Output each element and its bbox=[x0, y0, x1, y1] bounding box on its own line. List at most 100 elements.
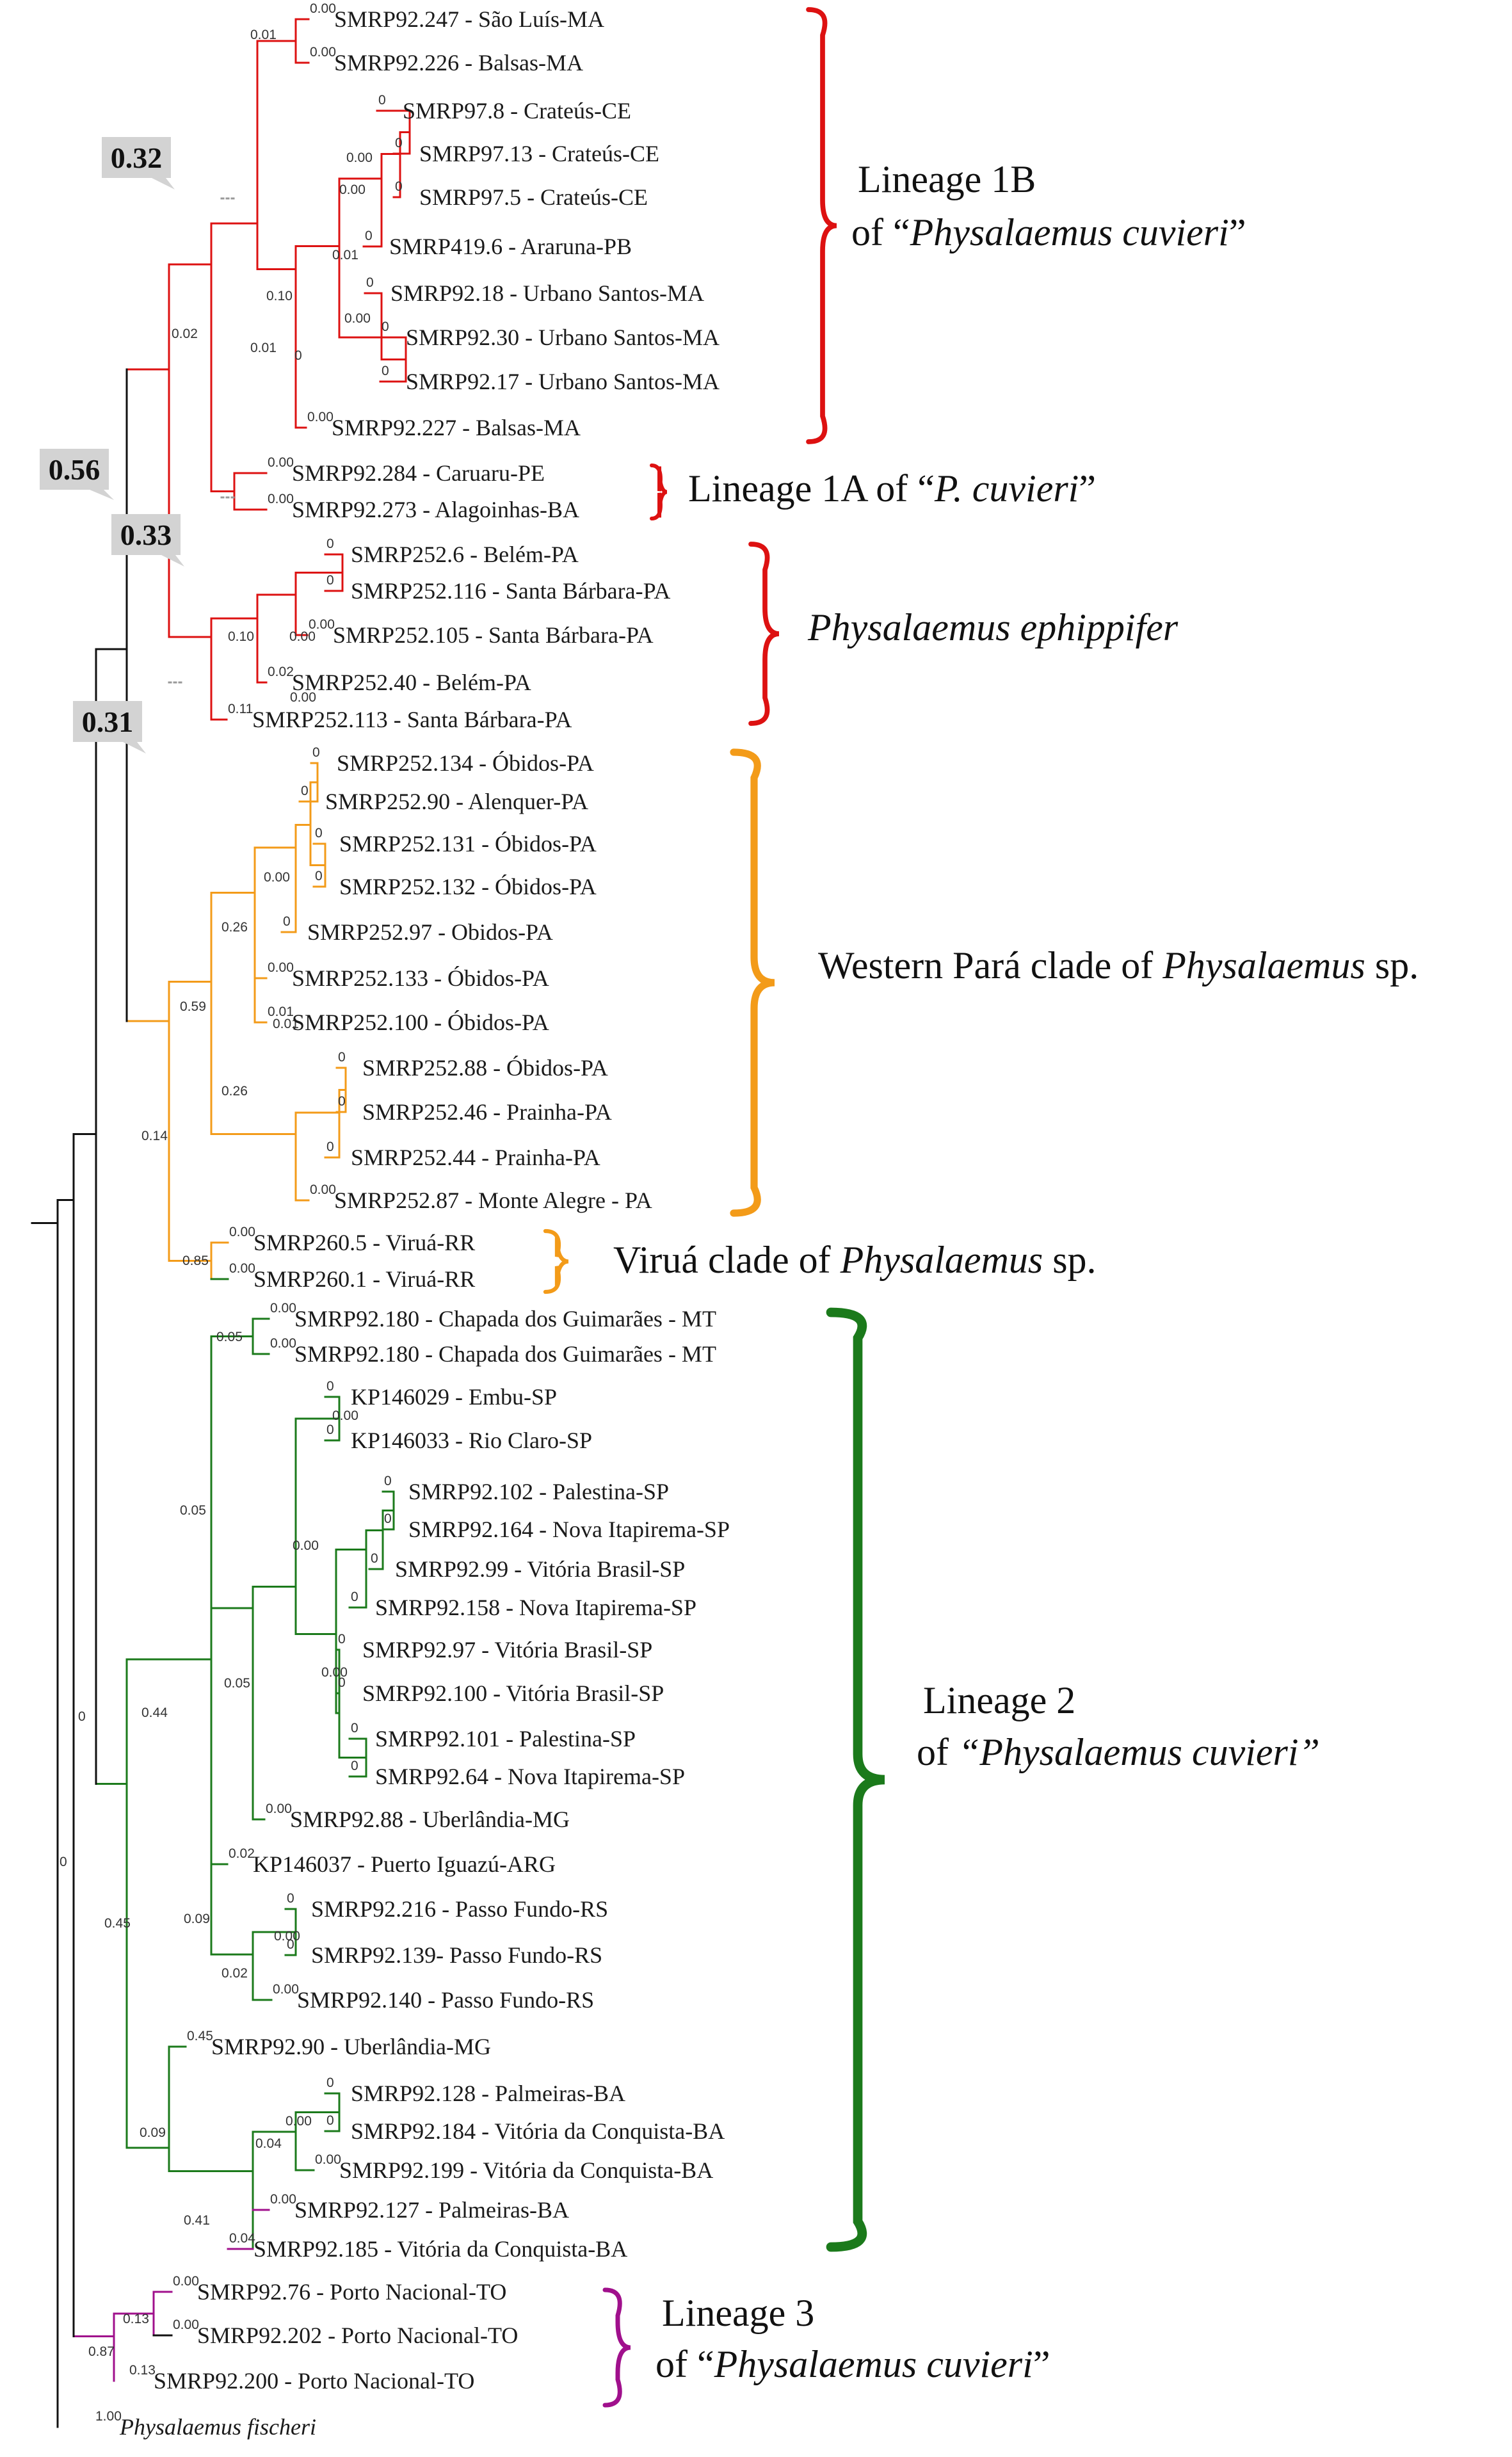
terminal-support-value: 0 bbox=[326, 2075, 334, 2090]
terminal-support-value: 0 bbox=[326, 536, 334, 551]
taxon-label: SMRP92.17 - Urbano Santos-MA bbox=[406, 369, 720, 394]
terminal-support-value: 0.00 bbox=[270, 1301, 296, 1316]
node-support-value: 0.10 bbox=[228, 629, 254, 644]
clade-title: of “Physalaemus cuvieri” bbox=[851, 211, 1246, 254]
terminal-support-value: 0 bbox=[315, 826, 323, 841]
taxon-label: SMRP252.105 - Santa Bárbara-PA bbox=[333, 622, 654, 648]
clade-title: Lineage 2 bbox=[923, 1679, 1075, 1721]
clade-brackets: Lineage 1B of “Physalaemus cuvieri” Lineag… bbox=[543, 7, 1419, 2408]
terminal-support-value: 0.00 bbox=[173, 2317, 199, 2332]
node-support-value: 0.09 bbox=[140, 2125, 166, 2140]
terminal-support-value: 0.04 bbox=[229, 2231, 255, 2246]
terminal-support-value: 0.00 bbox=[266, 1801, 292, 1816]
taxon-label: SMRP92.18 - Urbano Santos-MA bbox=[390, 280, 704, 306]
taxon-label: SMRP92.140 - Passo Fundo-RS bbox=[297, 1987, 594, 2013]
taxon-label: SMRP92.202 - Porto Nacional-TO bbox=[197, 2323, 518, 2348]
terminal-support-value: 0 bbox=[326, 1140, 334, 1154]
terminal-support-value: 0 bbox=[287, 1891, 294, 1906]
terminal-support-value: 0 bbox=[326, 1422, 334, 1437]
node-support-value: 0.01 bbox=[250, 28, 277, 42]
node-support-value: 0.10 bbox=[266, 289, 293, 303]
taxon-label: SMRP252.113 - Santa Bárbara-PA bbox=[252, 707, 572, 732]
node-support-value: 0.26 bbox=[221, 1084, 248, 1099]
terminal-support-value: 0 bbox=[365, 229, 373, 243]
terminal-support-value: 0.01 bbox=[268, 1004, 294, 1019]
taxon-label: SMRP419.6 - Araruna-PB bbox=[389, 234, 632, 259]
node-support-value: 0.00 bbox=[321, 1665, 348, 1680]
taxon-label: SMRP92.200 - Porto Nacional-TO bbox=[154, 2368, 474, 2394]
clade-title: Lineage 1A of “P. cuvieri” bbox=[688, 467, 1096, 510]
taxon-label: SMRP252.44 - Prainha-PA bbox=[351, 1145, 600, 1170]
callout-box bbox=[102, 137, 171, 178]
terminal-support-value: 0.00 bbox=[310, 1182, 336, 1197]
terminal-support-value: 0.00 bbox=[270, 2192, 296, 2207]
taxon-label: SMRP92.185 - Vitória da Conquista-BA bbox=[253, 2236, 627, 2262]
node-support-value: 0.00 bbox=[264, 870, 290, 885]
node-support-value: 0 bbox=[294, 348, 302, 363]
taxon-label: SMRP92.216 - Passo Fundo-RS bbox=[311, 1896, 608, 1922]
node-support-value: 0.00 bbox=[274, 1929, 300, 1944]
terminal-support-value: 0.00 bbox=[229, 1225, 255, 1239]
callout-value: 0.33 bbox=[120, 519, 172, 551]
support-values: 0.000.0000000000.000.000.00000.000.020.1… bbox=[60, 1, 403, 2424]
taxon-label: SMRP92.199 - Vitória da Conquista-BA bbox=[339, 2157, 713, 2183]
callout-value: 0.31 bbox=[82, 705, 134, 738]
terminal-support-value: 0.00 bbox=[173, 2274, 199, 2289]
taxon-label: SMRP92.284 - Caruaru-PE bbox=[292, 460, 545, 486]
node-support-value: 0.45 bbox=[104, 1916, 131, 1931]
node-support-value: 0.02 bbox=[221, 1966, 248, 1981]
terminal-support-value: 0.00 bbox=[268, 960, 294, 975]
clade-bracket bbox=[602, 2287, 631, 2408]
callout-box bbox=[40, 449, 109, 490]
taxon-label: SMRP92.99 - Vitória Brasil-SP bbox=[395, 1556, 685, 1582]
node-support-value: 0.41 bbox=[184, 2213, 210, 2228]
terminal-support-value: 0 bbox=[301, 784, 309, 798]
callout-value: 0.32 bbox=[111, 141, 163, 174]
terminal-support-value: 0.00 bbox=[307, 410, 334, 424]
terminal-support-value: 0 bbox=[384, 1474, 392, 1488]
taxon-label: SMRP92.102 - Palestina-SP bbox=[408, 1479, 669, 1504]
taxon-label: SMRP92.247 - São Luís-MA bbox=[334, 6, 604, 32]
terminal-support-value: 0.02 bbox=[229, 1846, 255, 1861]
taxon-label: KP146029 - Embu-SP bbox=[351, 1384, 557, 1410]
taxon-label: SMRP252.88 - Óbidos-PA bbox=[362, 1055, 608, 1081]
taxon-label: SMRP92.90 - Uberlândia-MG bbox=[211, 2034, 491, 2059]
clade-bracket bbox=[650, 463, 668, 520]
clade-title: Lineage 3 bbox=[662, 2292, 814, 2334]
callout-box bbox=[111, 514, 181, 555]
terminal-support-value: 0 bbox=[338, 1094, 346, 1109]
clade-title: Western Pará clade of Physalaemus sp. bbox=[818, 944, 1419, 987]
node-support-value: 0.00 bbox=[332, 1408, 358, 1423]
terminal-support-value: 0.00 bbox=[273, 1982, 299, 1997]
node-support-value: 0 bbox=[60, 1855, 67, 1869]
node-support-value: 0.85 bbox=[182, 1253, 209, 1268]
taxon-label: SMRP252.46 - Prainha-PA bbox=[362, 1099, 612, 1125]
taxon-label: SMRP92.76 - Porto Nacional-TO bbox=[197, 2279, 506, 2305]
clade-title: of “Physalaemus cuvieri” bbox=[917, 1731, 1320, 1773]
clade-bracket bbox=[730, 748, 775, 1217]
taxon-label: SMRP92.180 - Chapada dos Guimarães - MT bbox=[294, 1341, 716, 1367]
taxon-labels: SMRP92.247 - São Luís-MA SMRP92.226 - Bal… bbox=[119, 6, 730, 2440]
terminal-support-value: 0 bbox=[351, 1721, 358, 1736]
taxon-label: SMRP92.101 - Palestina-SP bbox=[375, 1726, 636, 1752]
taxon-label: KP146033 - Rio Claro-SP bbox=[351, 1428, 592, 1453]
clade-title: Lineage 1B bbox=[858, 158, 1036, 200]
callout-pointer bbox=[123, 742, 146, 753]
taxon-label: SMRP97.13 - Crateús-CE bbox=[419, 141, 659, 166]
taxon-label: SMRP252.100 - Óbidos-PA bbox=[292, 1010, 549, 1035]
callout-value: 0.56 bbox=[49, 453, 101, 486]
taxon-label: SMRP92.128 - Palmeiras-BA bbox=[351, 2081, 625, 2106]
node-support-value: 0 bbox=[78, 1709, 86, 1724]
node-support-value: 0.00 bbox=[286, 2114, 312, 2129]
taxon-label: SMRP260.1 - Viruá-RR bbox=[253, 1266, 475, 1292]
terminal-support-value: 1.00 bbox=[95, 2409, 122, 2424]
terminal-support-value: 0.45 bbox=[187, 2029, 213, 2043]
node-support-value: 0.14 bbox=[141, 1129, 168, 1143]
taxon-label: SMRP252.97 - Obidos-PA bbox=[307, 919, 553, 945]
taxon-label: KP146037 - Puerto Iguazú-ARG bbox=[253, 1851, 556, 1877]
taxon-label: SMRP252.116 - Santa Bárbara-PA bbox=[351, 578, 670, 604]
node-support-value: 0.00 bbox=[346, 150, 373, 165]
taxon-label: SMRP260.5 - Viruá-RR bbox=[253, 1230, 475, 1255]
terminal-support-value: 0.00 bbox=[310, 45, 336, 60]
clade-bracket bbox=[826, 1307, 885, 2252]
